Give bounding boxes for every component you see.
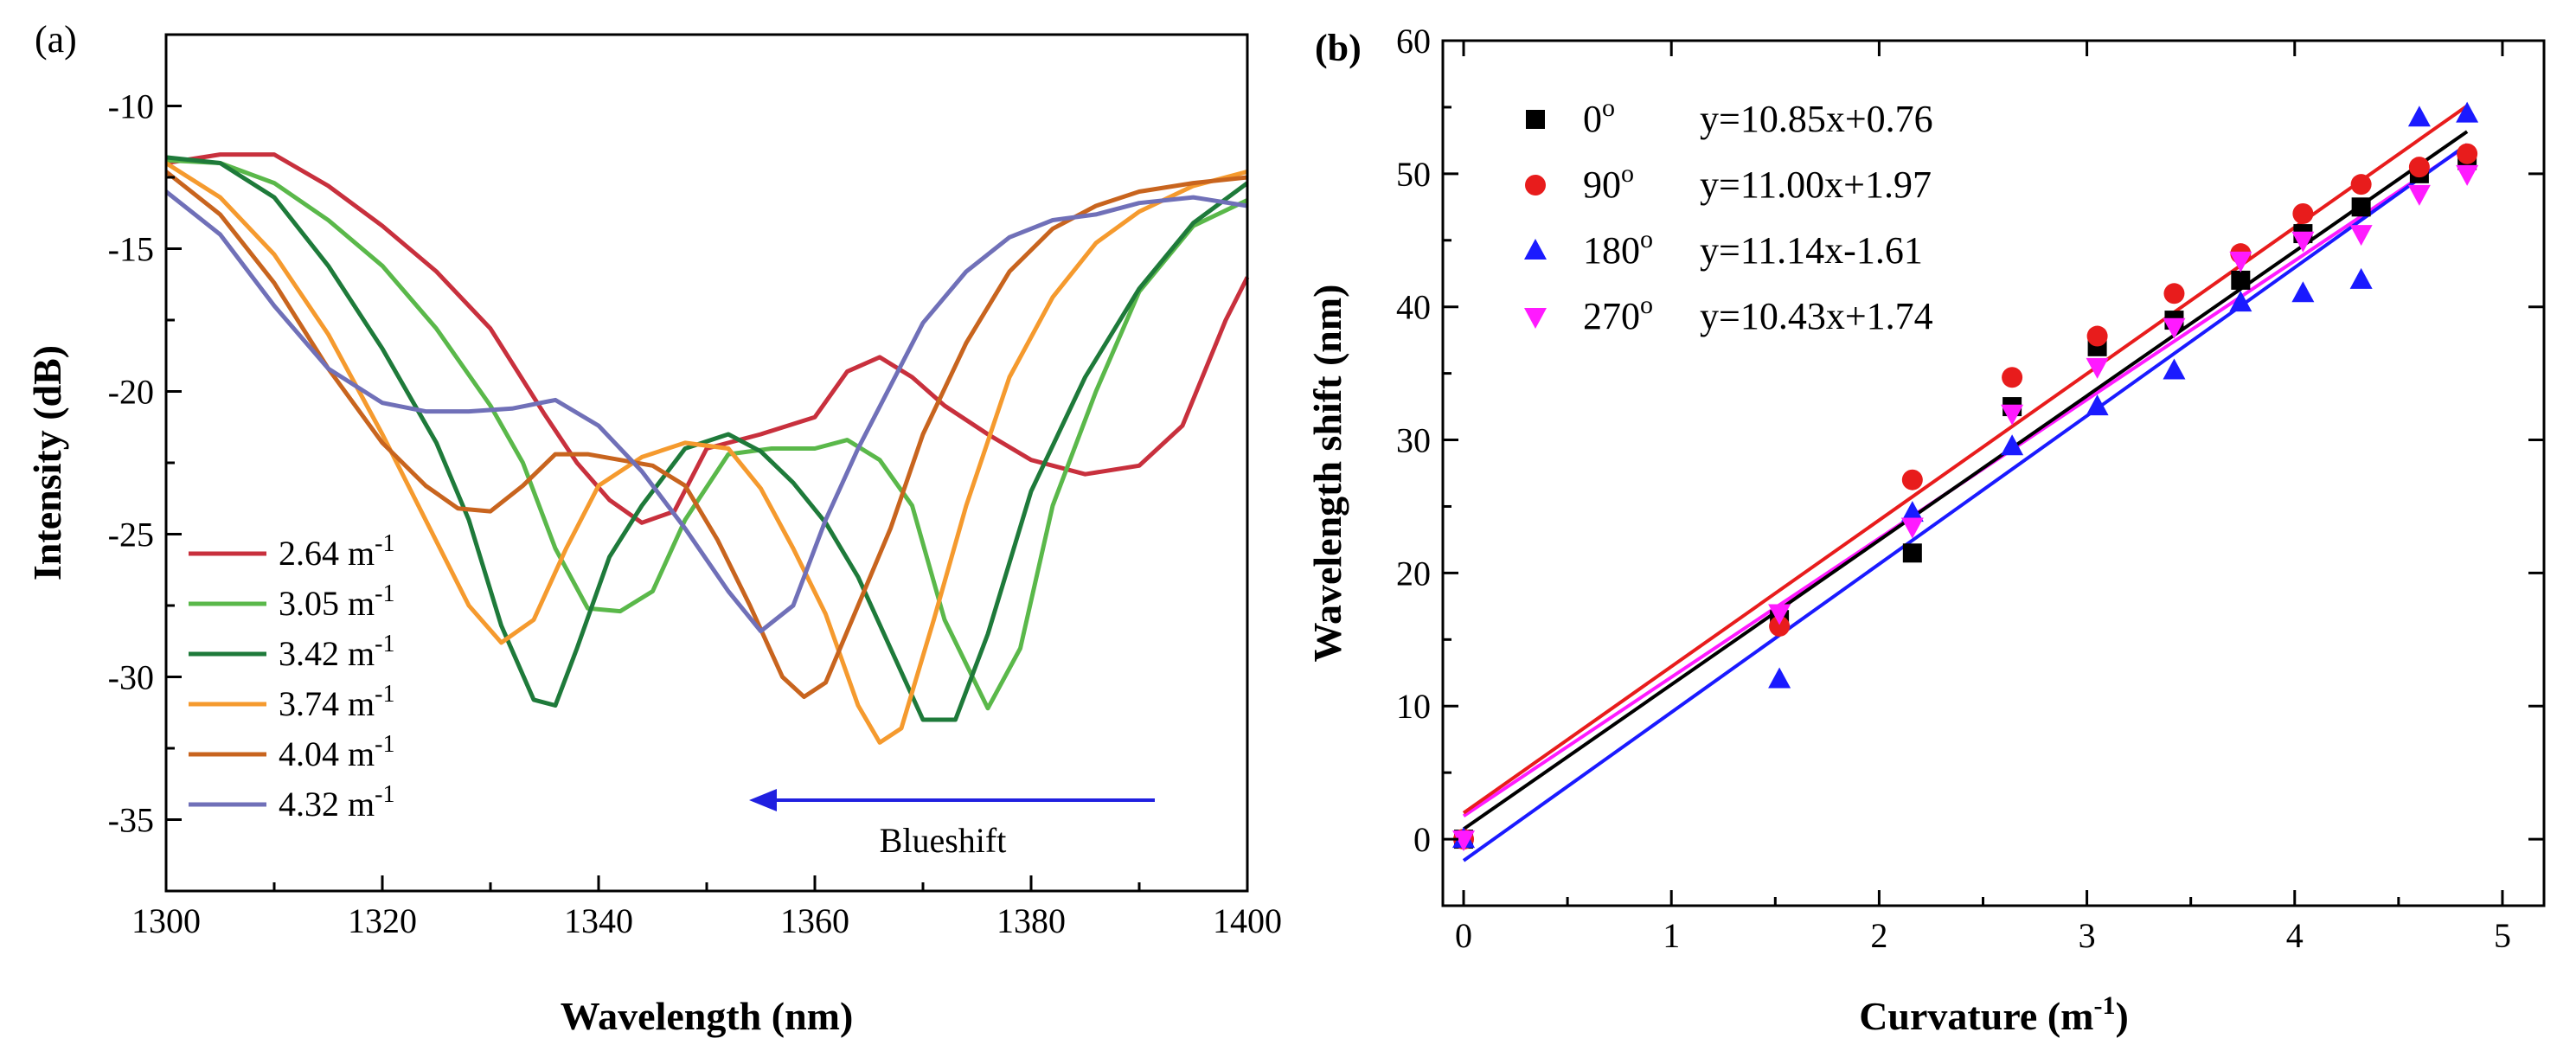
y-tick-label: -20 — [108, 373, 154, 412]
y-tick-label: 30 — [1396, 421, 1431, 460]
data-point-2-3 — [2001, 434, 2024, 456]
data-point-1-3 — [2002, 367, 2023, 388]
y-tick-label: -25 — [108, 516, 154, 554]
legend-marker-2 — [1524, 239, 1547, 260]
legend-label-0: 2.64 m-1 — [279, 530, 394, 573]
series-line-2 — [165, 155, 1249, 722]
fit-line-0 — [1462, 130, 2469, 831]
legend-label-1: 90o — [1583, 159, 1634, 206]
data-point-2-9 — [2407, 106, 2431, 127]
y-tick-label: 40 — [1396, 288, 1431, 327]
legend-label-5: 4.32 m-1 — [279, 781, 394, 824]
legend-label-3: 3.74 m-1 — [279, 681, 394, 723]
data-point-1-9 — [2408, 157, 2430, 178]
legend-label-2: 180o — [1583, 225, 1653, 272]
data-point-1-4 — [2086, 325, 2108, 347]
fit-equation-0: y=10.85x+0.76 — [1700, 98, 1933, 140]
data-point-0-6 — [2231, 270, 2251, 290]
fit-equation-1: y=11.00x+1.97 — [1700, 163, 1932, 206]
series-line-1 — [165, 157, 1249, 711]
series-line-0 — [165, 152, 1250, 525]
data-point-2-8 — [2349, 267, 2373, 289]
x-tick-label: 1340 — [564, 901, 633, 940]
x-tick-label: 1360 — [780, 901, 849, 940]
data-point-0-2 — [1902, 543, 1922, 563]
panel-a-xlabel: Wavelength (nm) — [561, 994, 854, 1038]
data-point-2-4 — [2086, 394, 2109, 416]
data-point-0-8 — [2351, 197, 2371, 217]
data-point-1-8 — [2350, 174, 2372, 195]
panel-b-xlabel: Curvature (m-1) — [1859, 991, 2129, 1038]
data-point-1-2 — [1901, 469, 1923, 490]
blueshift-arrow — [749, 789, 1155, 811]
data-point-3-7 — [2291, 231, 2315, 253]
data-point-1-7 — [2292, 203, 2314, 224]
fit-line-1 — [1462, 104, 2469, 815]
data-point-3-3 — [2001, 404, 2024, 426]
x-tick-label: 1400 — [1213, 901, 1282, 940]
series-line-4 — [164, 170, 1248, 700]
data-point-3-1 — [1768, 604, 1791, 625]
y-tick-label: -30 — [108, 658, 154, 697]
legend-label-0: 0o — [1583, 93, 1615, 140]
data-point-3-9 — [2407, 184, 2431, 206]
panel-a-legend: 2.64 m-1 3.05 m-1 3.42 m-1 3.74 m-1 4.04 m-1… — [189, 530, 394, 824]
x-tick-label: 5 — [2494, 916, 2511, 955]
panel-a: (a) 1300 1320 1340 1360 1380 1400 -35 -30 -25 -20… — [25, 18, 1282, 1038]
legend-marker-0 — [1526, 110, 1545, 129]
data-point-3-5 — [2163, 317, 2186, 339]
x-tick-label: 4 — [2286, 916, 2304, 955]
panel-a-ylabel: Intensity (dB) — [25, 345, 69, 580]
series-line-5 — [164, 189, 1248, 634]
data-point-3-0 — [1452, 830, 1476, 852]
data-point-1-1 — [1769, 615, 1791, 637]
fit-equation-2: y=11.14x-1.61 — [1700, 229, 1923, 272]
data-point-1-5 — [2163, 283, 2185, 304]
series-line-3 — [164, 161, 1248, 745]
panel-b-frame — [1441, 39, 2546, 907]
x-tick-label: 2 — [1870, 916, 1887, 955]
data-point-3-2 — [1900, 517, 1924, 539]
data-point-3-6 — [2229, 251, 2252, 272]
y-tick-label: 0 — [1413, 820, 1431, 859]
data-point-3-8 — [2349, 225, 2373, 247]
x-tick-label: 3 — [2079, 916, 2096, 955]
legend-label-4: 4.04 m-1 — [279, 731, 394, 773]
legend-marker-1 — [1525, 175, 1546, 195]
y-tick-label: -35 — [108, 801, 154, 840]
data-point-3-10 — [2456, 164, 2479, 186]
blueshift-label: Blueshift — [880, 821, 1007, 860]
x-tick-label: 1 — [1663, 916, 1680, 955]
panel-b-label: (b) — [1315, 27, 1362, 69]
data-point-2-10 — [2456, 101, 2479, 123]
data-point-2-6 — [2229, 291, 2252, 312]
data-point-2-5 — [2163, 358, 2186, 380]
data-point-1-10 — [2457, 143, 2478, 164]
x-tick-label: 1380 — [996, 901, 1066, 940]
data-point-2-1 — [1768, 667, 1791, 689]
fit-line-2 — [1462, 143, 2469, 862]
legend-label-3: 270o — [1583, 291, 1653, 337]
x-tick-label: 1320 — [348, 901, 417, 940]
y-tick-label: -10 — [108, 87, 154, 126]
y-tick-label: 10 — [1396, 687, 1431, 726]
legend-marker-3 — [1524, 308, 1547, 329]
y-tick-label: 50 — [1396, 155, 1431, 194]
legend-label-2: 3.42 m-1 — [279, 631, 394, 673]
legend-label-1: 3.05 m-1 — [279, 580, 394, 623]
data-point-2-7 — [2291, 281, 2315, 303]
panel-b-legend: 0o y=10.85x+0.76 90o y=11.00x+1.97 180o y=11.… — [1524, 93, 1933, 337]
x-tick-label: 1300 — [131, 901, 201, 940]
x-tick-label: 0 — [1455, 916, 1472, 955]
y-tick-label: 20 — [1396, 554, 1431, 593]
data-point-2-2 — [1900, 501, 1924, 522]
panel-b-ylabel: Wavelength shift (nm) — [1305, 285, 1349, 663]
y-tick-label: 60 — [1396, 22, 1431, 61]
panel-a-label: (a) — [35, 18, 77, 61]
y-tick-label: -15 — [108, 230, 154, 269]
fit-equation-3: y=10.43x+1.74 — [1700, 295, 1933, 337]
data-point-3-4 — [2086, 357, 2109, 379]
